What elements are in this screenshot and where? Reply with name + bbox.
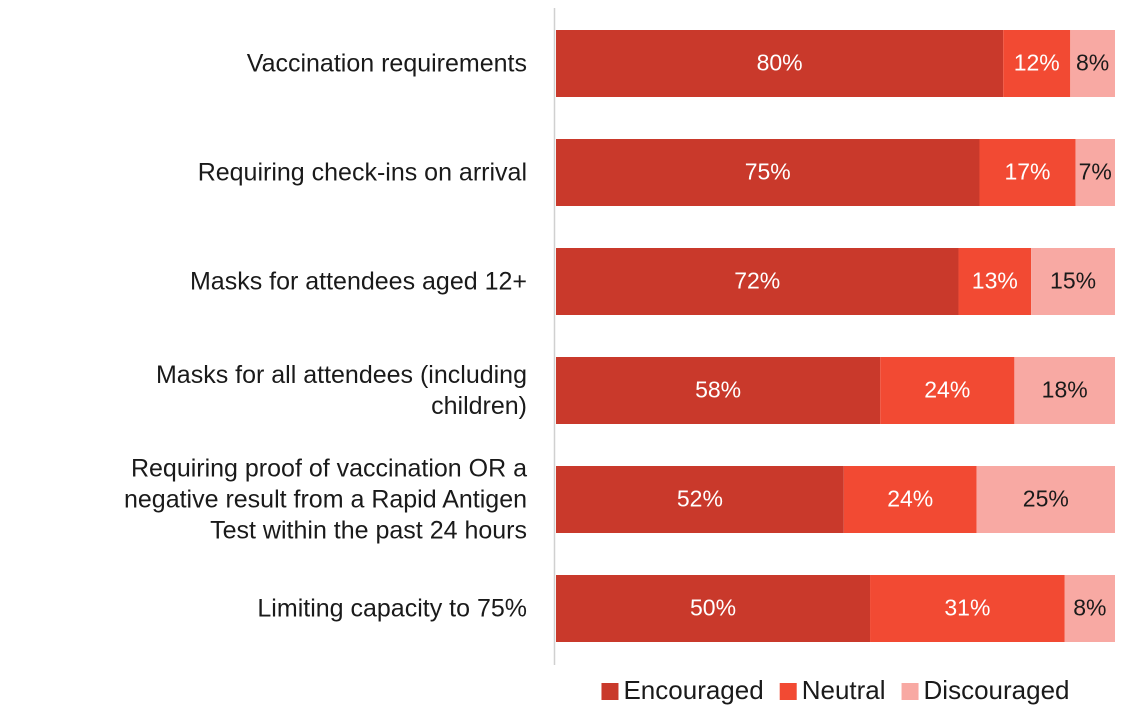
value-label: 12% — [1014, 50, 1060, 76]
legend-label: Discouraged — [924, 675, 1070, 705]
value-label: 15% — [1050, 268, 1096, 294]
value-label: 72% — [734, 268, 780, 294]
legend-label: Neutral — [802, 675, 886, 705]
category-label: Requiring check-ins on arrival — [197, 158, 527, 186]
bar-segment — [1070, 30, 1115, 97]
value-label: 24% — [887, 486, 933, 512]
value-label: 7% — [1079, 159, 1112, 185]
value-label: 50% — [690, 595, 736, 621]
value-label: 17% — [1004, 159, 1050, 185]
bar-segment — [1003, 30, 1071, 97]
bar-segment — [979, 139, 1076, 206]
value-label: 8% — [1073, 595, 1106, 621]
bar-segment — [880, 357, 1015, 424]
bar-segment — [870, 575, 1065, 642]
bar-segment — [1014, 357, 1115, 424]
bar-segment — [976, 466, 1115, 533]
bar-segment — [556, 30, 1004, 97]
value-label: 31% — [944, 595, 990, 621]
value-label: 24% — [924, 377, 970, 403]
bar-segment — [1075, 139, 1115, 206]
value-label: 8% — [1076, 50, 1109, 76]
value-label: 18% — [1042, 377, 1088, 403]
value-label: 75% — [745, 159, 791, 185]
bar-segment — [556, 575, 871, 642]
category-label: Masks for all attendees (including child… — [155, 360, 527, 420]
bar-segment — [556, 139, 980, 206]
value-label: 58% — [695, 377, 741, 403]
category-label: Vaccination requirements — [246, 49, 527, 77]
category-label: Masks for attendees aged 12+ — [189, 267, 527, 295]
category-label: Limiting capacity to 75% — [257, 594, 527, 622]
legend-label: Encouraged — [623, 675, 763, 705]
bar-segment — [1064, 575, 1115, 642]
bar-segment — [1031, 248, 1115, 315]
bar-segment — [556, 466, 844, 533]
value-label: 52% — [677, 486, 723, 512]
legend-swatch — [601, 683, 619, 700]
legend-swatch — [901, 683, 919, 700]
bar-segment — [958, 248, 1032, 315]
bar-segment — [556, 357, 881, 424]
value-label: 25% — [1023, 486, 1069, 512]
bar-segment — [556, 248, 959, 315]
bar-segment — [843, 466, 977, 533]
category-label: Requiring proof of vaccination OR a nega… — [123, 454, 527, 544]
value-label: 80% — [757, 50, 803, 76]
value-label: 13% — [972, 268, 1018, 294]
legend-swatch — [779, 683, 797, 700]
